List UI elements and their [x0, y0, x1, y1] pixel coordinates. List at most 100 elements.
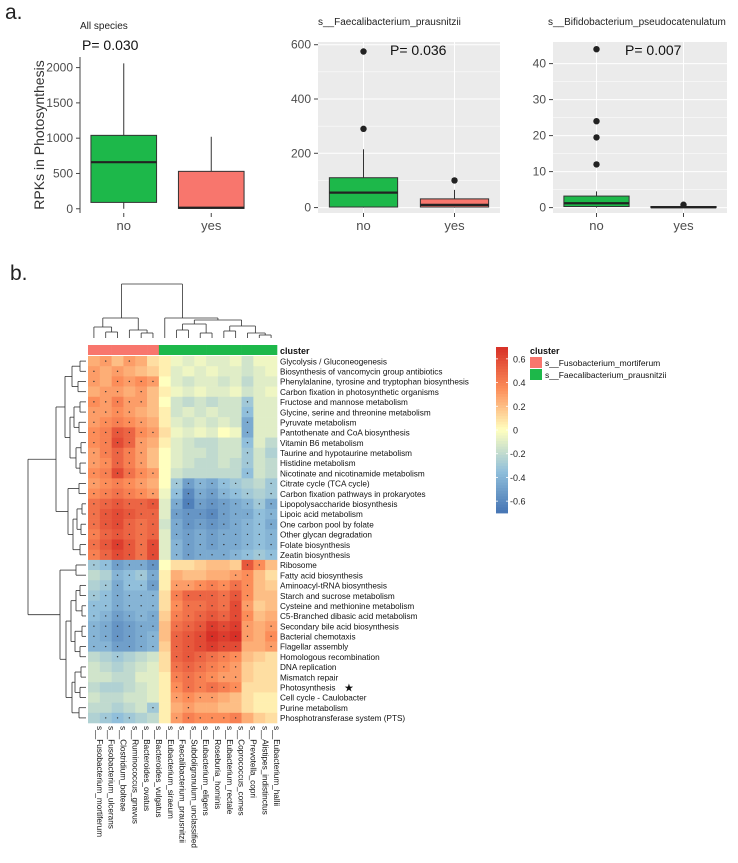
heatmap-cell	[170, 386, 183, 398]
significance-dot	[187, 533, 190, 536]
significance-dot	[199, 584, 201, 587]
significance-dot	[234, 605, 237, 607]
significance-dot	[223, 482, 225, 485]
scale-segment	[496, 454, 508, 459]
significance-dot	[152, 543, 154, 546]
significance-dot	[211, 696, 213, 699]
heatmap-cell	[170, 417, 183, 428]
scale-segment	[496, 416, 508, 420]
heatmap-cell	[158, 590, 171, 601]
significance-dot	[199, 645, 201, 648]
heatmap-cell	[194, 406, 207, 418]
heatmap-cell	[135, 366, 148, 377]
heatmap-cell	[111, 682, 124, 693]
significance-dot	[246, 472, 249, 474]
heatmap-cell	[229, 457, 242, 469]
heatmap-cell	[135, 356, 148, 367]
heatmap-cell	[135, 672, 148, 683]
heatmap-cell	[158, 366, 171, 377]
heatmap-cell	[217, 437, 231, 449]
scale-segment	[496, 479, 508, 483]
significance-dot	[187, 666, 190, 668]
significance-dot	[246, 635, 249, 638]
heatmap-cell	[135, 682, 148, 693]
scale-segment	[496, 477, 508, 481]
significance-dot	[234, 574, 237, 576]
row-label: Lipoic acid metabolism	[280, 510, 363, 519]
heatmap-cell	[194, 366, 207, 377]
y-tick-label: 0	[539, 201, 546, 215]
significance-dot	[128, 452, 131, 454]
significance-dot	[175, 554, 178, 556]
significance-dot	[152, 554, 154, 556]
heatmap-cell	[241, 651, 254, 663]
outlier-point	[680, 201, 687, 208]
cluster-cell	[217, 345, 231, 355]
heatmap-cell	[217, 447, 231, 459]
column-label: s__Fusobacterium_mortiferum	[95, 726, 104, 837]
heatmap-cell	[253, 600, 266, 612]
significance-dot	[246, 584, 249, 587]
significance-dot	[175, 717, 178, 719]
heatmap-cell	[147, 478, 160, 489]
cluster-cell	[253, 345, 266, 355]
significance-dot	[93, 645, 95, 648]
y-tick-label: 30	[533, 93, 547, 107]
row-label: Biosynthesis of vancomycin group antibio…	[280, 367, 442, 376]
heatmap-cell	[147, 651, 160, 663]
scale-segment	[496, 421, 508, 425]
cluster-cell	[158, 345, 171, 355]
row-label: Zeatin biosynthesis	[280, 551, 350, 560]
heatmap-cell	[123, 661, 136, 673]
heatmap-cell	[241, 712, 254, 724]
heatmap-cell	[182, 406, 195, 418]
row-label: Purine metabolism	[280, 704, 348, 713]
significance-dot	[175, 533, 178, 536]
heatmap-cell	[253, 661, 266, 673]
scale-segment	[496, 471, 508, 475]
heatmap-cell	[206, 356, 219, 367]
significance-dot	[105, 645, 107, 648]
row-label: Nicotinate and nicotinamide metabolism	[280, 469, 425, 478]
heatmap-cell	[229, 468, 242, 479]
outlier-point	[360, 48, 367, 55]
heatmap-cell	[182, 417, 195, 428]
heatmap-cell	[253, 672, 266, 683]
heatmap-cell	[217, 376, 231, 387]
significance-dot	[223, 676, 225, 678]
heatmap-cell	[99, 366, 112, 377]
cluster-cell	[265, 345, 278, 355]
heatmap-cell	[265, 610, 278, 622]
significance-dot	[211, 482, 213, 485]
significance-dot	[152, 574, 154, 576]
heatmap-cell	[182, 386, 195, 398]
column-label: s__Coprococcus_comes	[237, 726, 246, 816]
significance-dot	[258, 564, 260, 566]
significance-dot	[128, 543, 131, 546]
scale-segment	[496, 430, 508, 434]
heatmap-cell	[194, 427, 207, 438]
row-label: Other glycan degradation	[280, 531, 372, 540]
significance-dot	[140, 554, 142, 556]
heatmap-cell	[253, 590, 266, 601]
heatmap-cell	[170, 396, 183, 408]
heatmap-cell	[253, 651, 266, 663]
significance-dot	[211, 605, 213, 607]
significance-dot	[128, 360, 131, 362]
heatmap-cell	[158, 580, 171, 591]
significance-dot	[223, 513, 225, 515]
significance-dot	[93, 513, 95, 515]
scale-segment	[496, 488, 508, 492]
heatmap-cell	[158, 488, 171, 500]
scale-segment	[496, 360, 508, 364]
heatmap-cell	[158, 498, 171, 510]
significance-dot	[140, 421, 142, 423]
panel-label-b: b.	[10, 262, 28, 285]
heatmap-cell	[217, 356, 231, 367]
significance-dot	[270, 533, 272, 536]
significance-dot	[93, 370, 95, 372]
column-label: s__Eubacterium_rectale	[225, 726, 234, 815]
heatmap-cell	[170, 570, 183, 581]
column-label: s__Roseburia_hominis	[213, 726, 222, 809]
row-label: Carbon fixation pathways in prokaryotes	[280, 490, 426, 499]
